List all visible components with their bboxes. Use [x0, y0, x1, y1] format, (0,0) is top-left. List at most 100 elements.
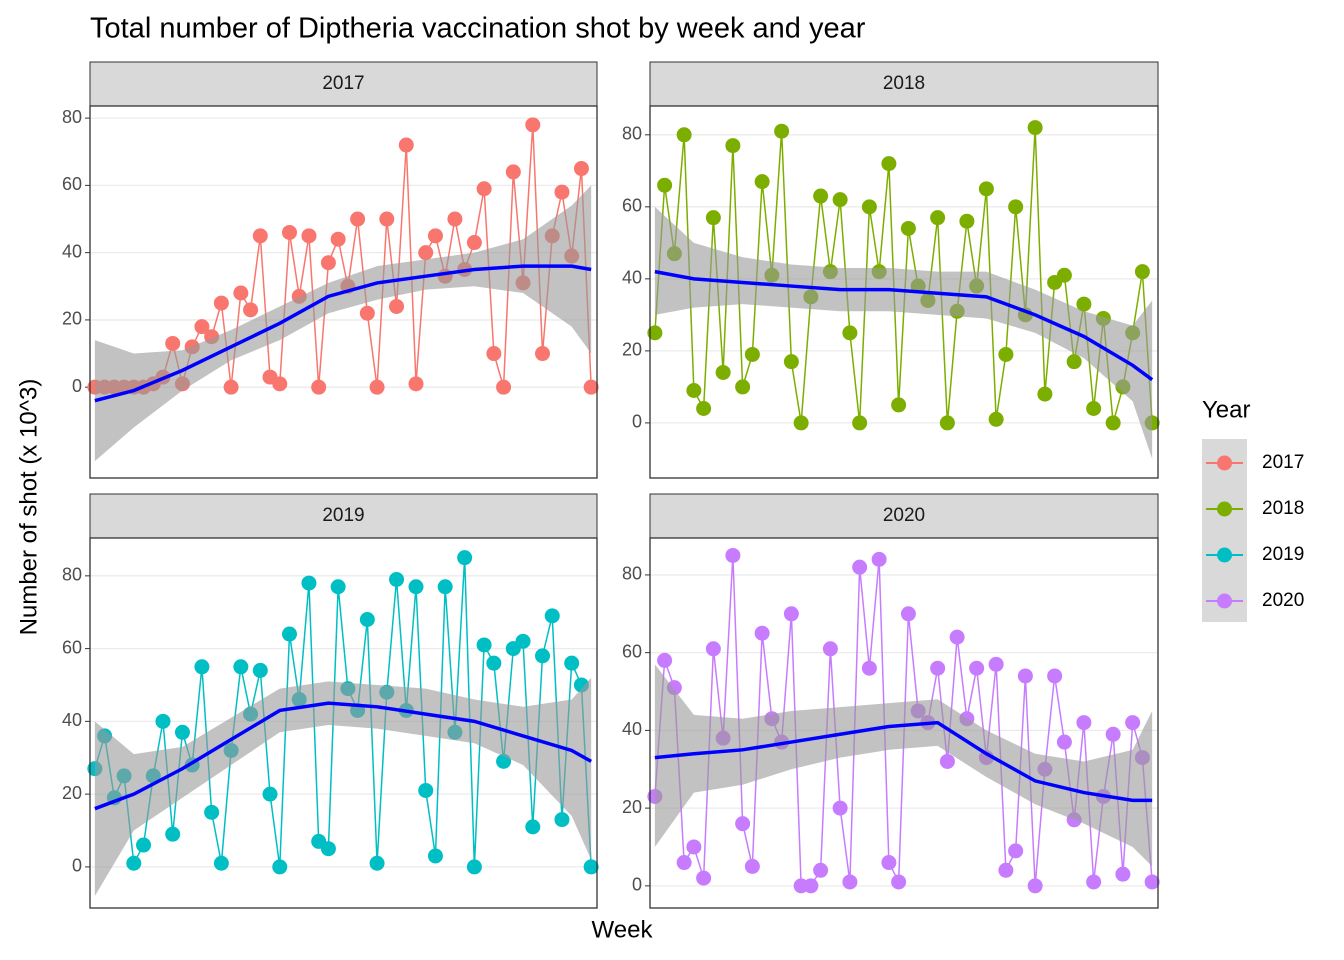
- strip: [89, 493, 598, 539]
- point: [535, 648, 551, 664]
- point: [505, 164, 521, 180]
- trend-line: [654, 720, 1153, 803]
- point: [783, 606, 799, 622]
- point: [194, 659, 210, 675]
- y-tick-label: 20: [62, 783, 82, 803]
- point: [842, 325, 858, 341]
- point: [466, 859, 482, 875]
- trend-line: [94, 264, 592, 403]
- point: [126, 855, 142, 871]
- y-tick-label: 40: [62, 241, 82, 261]
- point: [281, 626, 297, 642]
- point: [1086, 874, 1102, 890]
- point: [657, 652, 673, 668]
- point: [1037, 386, 1053, 402]
- point: [330, 579, 346, 595]
- point: [1076, 715, 1092, 731]
- y-tick-label: 20: [622, 340, 642, 360]
- point: [330, 231, 346, 247]
- legend-marker: [1217, 455, 1232, 471]
- point: [793, 415, 809, 431]
- point: [398, 137, 414, 153]
- point: [998, 346, 1014, 362]
- point: [735, 379, 751, 395]
- y-tick-label: 80: [62, 107, 82, 127]
- legend-marker: [1217, 593, 1232, 609]
- point: [852, 415, 868, 431]
- y-tick-label: 60: [622, 641, 642, 661]
- point: [573, 161, 589, 177]
- point: [1056, 734, 1072, 750]
- point: [213, 855, 229, 871]
- point: [369, 379, 385, 395]
- point: [1115, 866, 1131, 882]
- trend-line: [94, 701, 593, 811]
- point: [939, 415, 955, 431]
- point: [744, 346, 760, 362]
- point: [272, 859, 288, 875]
- point: [486, 346, 502, 362]
- y-tick-label: 60: [62, 637, 82, 657]
- point: [1076, 296, 1092, 312]
- point: [544, 608, 560, 624]
- point: [1105, 726, 1121, 742]
- point: [165, 335, 181, 351]
- point: [389, 571, 405, 587]
- point: [525, 117, 541, 133]
- point: [705, 641, 721, 657]
- point: [437, 579, 453, 595]
- y-tick-label: 80: [622, 124, 642, 144]
- point: [754, 625, 770, 641]
- chart-title: Total number of Diptheria vaccination sh…: [90, 13, 866, 45]
- point: [457, 550, 473, 566]
- point: [583, 859, 599, 875]
- point: [359, 611, 375, 627]
- point: [1105, 415, 1121, 431]
- point: [676, 127, 692, 143]
- y-tick-label: 20: [62, 309, 82, 329]
- point: [774, 123, 790, 139]
- point: [705, 210, 721, 226]
- strip-label: 2020: [883, 505, 925, 526]
- panel-border: [89, 537, 598, 909]
- point: [832, 800, 848, 816]
- point: [930, 210, 946, 226]
- confidence-band: [94, 185, 592, 462]
- point: [949, 629, 965, 645]
- point: [939, 753, 955, 769]
- point: [427, 228, 443, 244]
- legend-label: 2018: [1262, 498, 1304, 519]
- point: [389, 298, 405, 314]
- point: [783, 354, 799, 370]
- confidence-band: [654, 206, 1153, 459]
- point: [900, 606, 916, 622]
- point: [900, 220, 916, 236]
- point: [959, 213, 975, 229]
- point: [408, 376, 424, 392]
- point: [262, 786, 278, 802]
- point: [881, 855, 897, 871]
- point: [832, 192, 848, 208]
- point: [525, 819, 541, 835]
- y-tick-label: 80: [62, 565, 82, 585]
- point: [427, 848, 443, 864]
- point: [311, 379, 327, 395]
- point: [301, 228, 317, 244]
- point: [842, 874, 858, 890]
- y-axis-label: Number of shot (x 10^3): [15, 379, 42, 636]
- point: [676, 855, 692, 871]
- point: [1144, 874, 1160, 890]
- point: [233, 659, 249, 675]
- y-tick-label: 40: [62, 710, 82, 730]
- strip: [89, 61, 598, 107]
- point: [350, 211, 366, 227]
- point: [496, 379, 512, 395]
- point: [861, 199, 877, 215]
- point: [379, 211, 395, 227]
- point: [744, 858, 760, 874]
- point: [1066, 354, 1082, 370]
- point: [686, 382, 702, 398]
- point: [881, 156, 897, 172]
- point: [1134, 264, 1150, 280]
- point: [252, 228, 268, 244]
